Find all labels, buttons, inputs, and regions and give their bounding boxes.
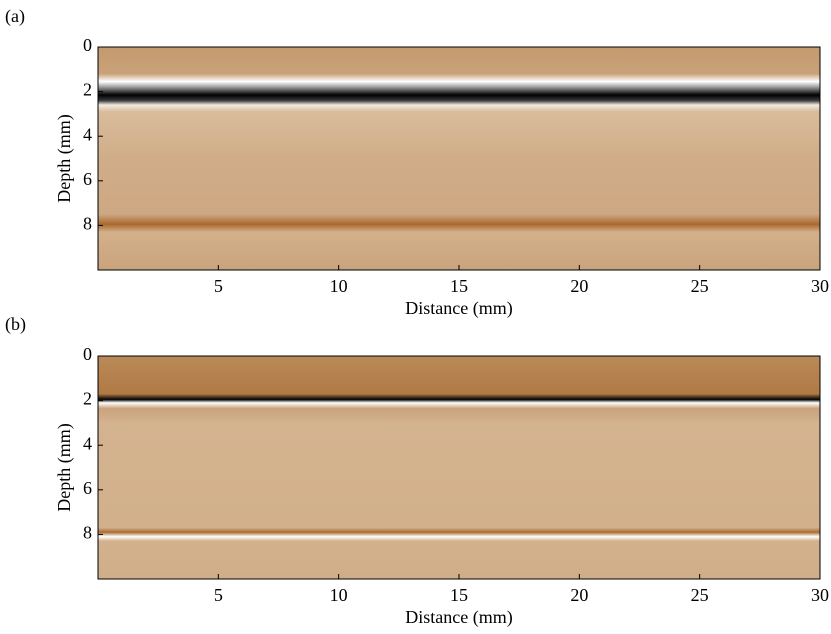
y-tick-label: 4 <box>83 433 92 453</box>
x-tick-label: 25 <box>691 585 709 605</box>
y-tick-label: 8 <box>83 523 92 543</box>
x-tick-label: 15 <box>450 276 468 296</box>
y-tick-label: 0 <box>83 344 92 364</box>
x-axis-label: Distance (mm) <box>405 298 512 319</box>
x-tick-label: 5 <box>214 585 223 605</box>
image <box>98 356 820 579</box>
x-tick-label: 10 <box>330 276 348 296</box>
x-tick-label: 30 <box>811 585 829 605</box>
x-tick-label: 30 <box>811 276 829 296</box>
y-axis-label: Depth (mm) <box>54 423 75 511</box>
x-axis-label: Distance (mm) <box>405 607 512 628</box>
x-tick-label: 5 <box>214 276 223 296</box>
y-tick-label: 0 <box>83 35 92 55</box>
y-tick-label: 4 <box>83 124 92 144</box>
y-tick-label: 2 <box>83 80 92 100</box>
figure: (a)5101520253002468Distance (mm)Depth (m… <box>0 0 831 634</box>
x-tick-label: 20 <box>570 585 588 605</box>
y-tick-label: 6 <box>83 169 92 189</box>
panel-label: (b) <box>5 314 26 335</box>
x-tick-label: 20 <box>570 276 588 296</box>
y-tick-label: 2 <box>83 389 92 409</box>
y-tick-label: 8 <box>83 214 92 234</box>
y-axis-label: Depth (mm) <box>54 114 75 202</box>
x-tick-label: 15 <box>450 585 468 605</box>
x-tick-label: 25 <box>691 276 709 296</box>
y-tick-label: 6 <box>83 478 92 498</box>
image <box>98 47 820 270</box>
x-tick-label: 10 <box>330 585 348 605</box>
panel-label: (a) <box>5 6 25 27</box>
